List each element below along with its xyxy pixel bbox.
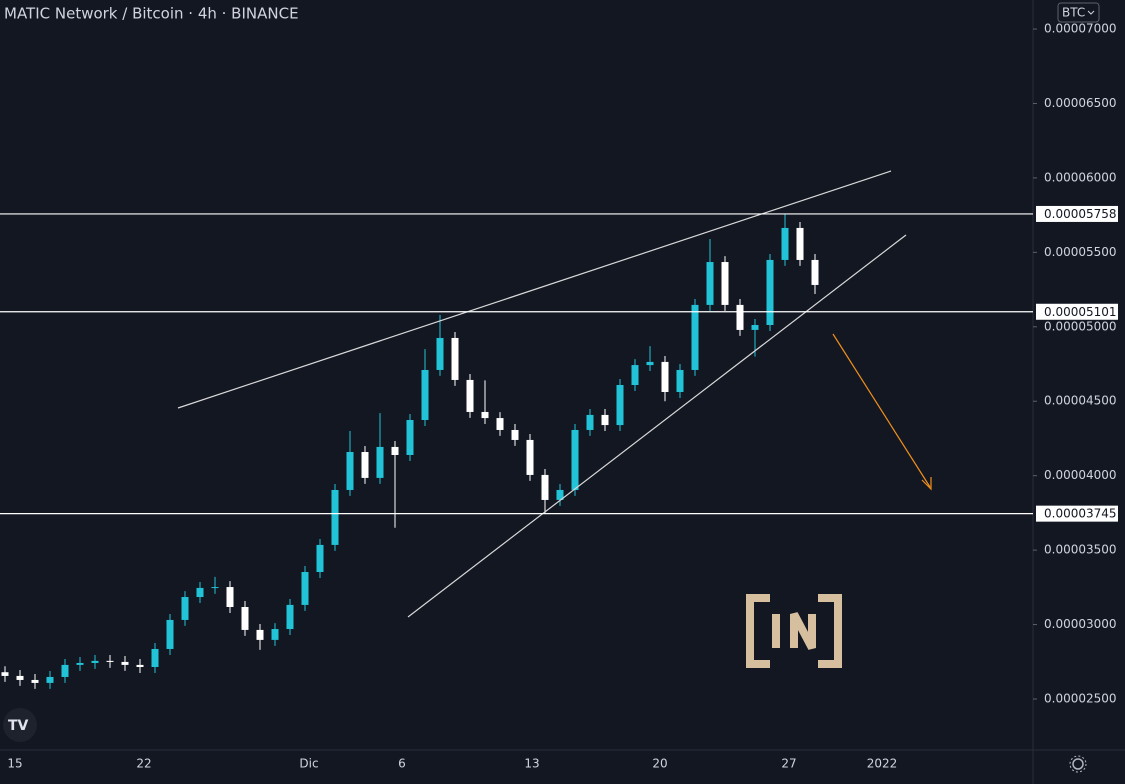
candle-body <box>571 429 579 490</box>
level-label: 0.00005101 <box>1044 305 1117 319</box>
candle-body <box>76 662 84 665</box>
candle-body <box>766 259 774 326</box>
candle-body <box>121 661 129 665</box>
candle-body <box>451 337 459 380</box>
candle-body <box>706 262 714 305</box>
candle-body <box>676 369 684 393</box>
candle-body <box>376 446 384 478</box>
candle-body <box>526 439 534 475</box>
level-label: 0.00005758 <box>1044 207 1117 221</box>
candle-body <box>241 606 249 630</box>
y-tick-label: 0.00003000 <box>1044 617 1117 631</box>
candle-body <box>496 418 504 430</box>
level-box <box>1036 505 1118 522</box>
candle-body <box>91 660 99 663</box>
candle-body <box>181 597 189 620</box>
dropdown-caret <box>1087 10 1095 15</box>
candle-body <box>16 675 24 680</box>
level-box <box>1036 303 1118 320</box>
candle-body <box>721 262 729 305</box>
level-label: 0.00003745 <box>1044 507 1117 521</box>
x-tick-label: 15 <box>7 757 22 771</box>
candle-body <box>136 664 144 667</box>
candle-body <box>46 676 54 683</box>
candle-body <box>151 648 159 667</box>
candle-body <box>301 572 309 605</box>
x-tick-label: 27 <box>781 757 796 771</box>
lower-trendline <box>407 234 907 618</box>
candle-body <box>646 361 654 366</box>
y-tick-label: 0.00006500 <box>1044 96 1117 110</box>
candle-body <box>466 379 474 412</box>
candle-body <box>601 414 609 426</box>
upper-trendline <box>177 170 892 409</box>
y-tick-label: 0.00006000 <box>1044 170 1117 184</box>
x-tick-label: 22 <box>136 757 151 771</box>
candle-body <box>406 420 414 455</box>
x-tick-label: Dic <box>299 757 318 771</box>
candle-body <box>586 414 594 430</box>
chart-title: MATIC Network / Bitcoin · 4h · BINANCE <box>4 5 299 23</box>
candle-body <box>436 337 444 370</box>
x-tick-label: 6 <box>398 757 406 771</box>
candle-body <box>541 474 549 500</box>
candle-body <box>391 446 399 455</box>
settings-icon[interactable] <box>1069 755 1087 773</box>
y-tick-label: 0.00004500 <box>1044 394 1117 408</box>
candle-body <box>166 619 174 649</box>
tv-logo: TV <box>3 708 37 742</box>
candle-body <box>556 489 564 500</box>
candle-body <box>331 489 339 545</box>
candle-body <box>781 227 789 260</box>
candle-body <box>631 365 639 386</box>
x-tick-label: 20 <box>652 757 667 771</box>
y-tick-label: 0.00005500 <box>1044 245 1117 259</box>
candle-body <box>421 369 429 420</box>
y-tick-label: 0.00004000 <box>1044 468 1117 482</box>
candle-body <box>691 304 699 370</box>
candle-body <box>196 587 204 598</box>
y-tick-label: 0.00003500 <box>1044 543 1117 557</box>
x-tick-label: 2022 <box>867 757 898 771</box>
y-tick-label: 0.00005000 <box>1044 319 1117 333</box>
candle-body <box>736 304 744 330</box>
tv-logo-glyph: TV <box>8 718 29 734</box>
currency-label: BTC <box>1062 6 1085 20</box>
candle-body <box>316 544 324 573</box>
currency-selector[interactable] <box>1057 2 1100 23</box>
projection-arrow <box>832 333 931 488</box>
candle-body <box>61 664 69 677</box>
candle-body <box>271 629 279 640</box>
arrow-head <box>921 477 932 491</box>
y-tick-label: 0.00007000 <box>1044 22 1117 36</box>
candle-body <box>661 361 669 393</box>
candle-body <box>361 452 369 478</box>
candle-body <box>106 660 114 662</box>
candle-body <box>796 227 804 260</box>
candle-body <box>1 672 9 676</box>
plot-area <box>1 213 819 689</box>
candle-body <box>211 587 219 589</box>
candle-body <box>616 385 624 426</box>
x-tick-label: 13 <box>524 757 539 771</box>
candle-body <box>256 629 264 640</box>
candle-body <box>511 429 519 440</box>
candle-body <box>31 679 39 683</box>
level-box <box>1036 205 1118 222</box>
candle-body <box>811 259 819 285</box>
candle-body <box>286 604 294 630</box>
y-tick-label: 0.00002500 <box>1044 692 1117 706</box>
candle-body <box>346 452 354 490</box>
candle-body <box>481 411 489 419</box>
logo-watermark <box>746 594 842 668</box>
candle-body <box>226 587 234 607</box>
candle-body <box>751 325 759 330</box>
